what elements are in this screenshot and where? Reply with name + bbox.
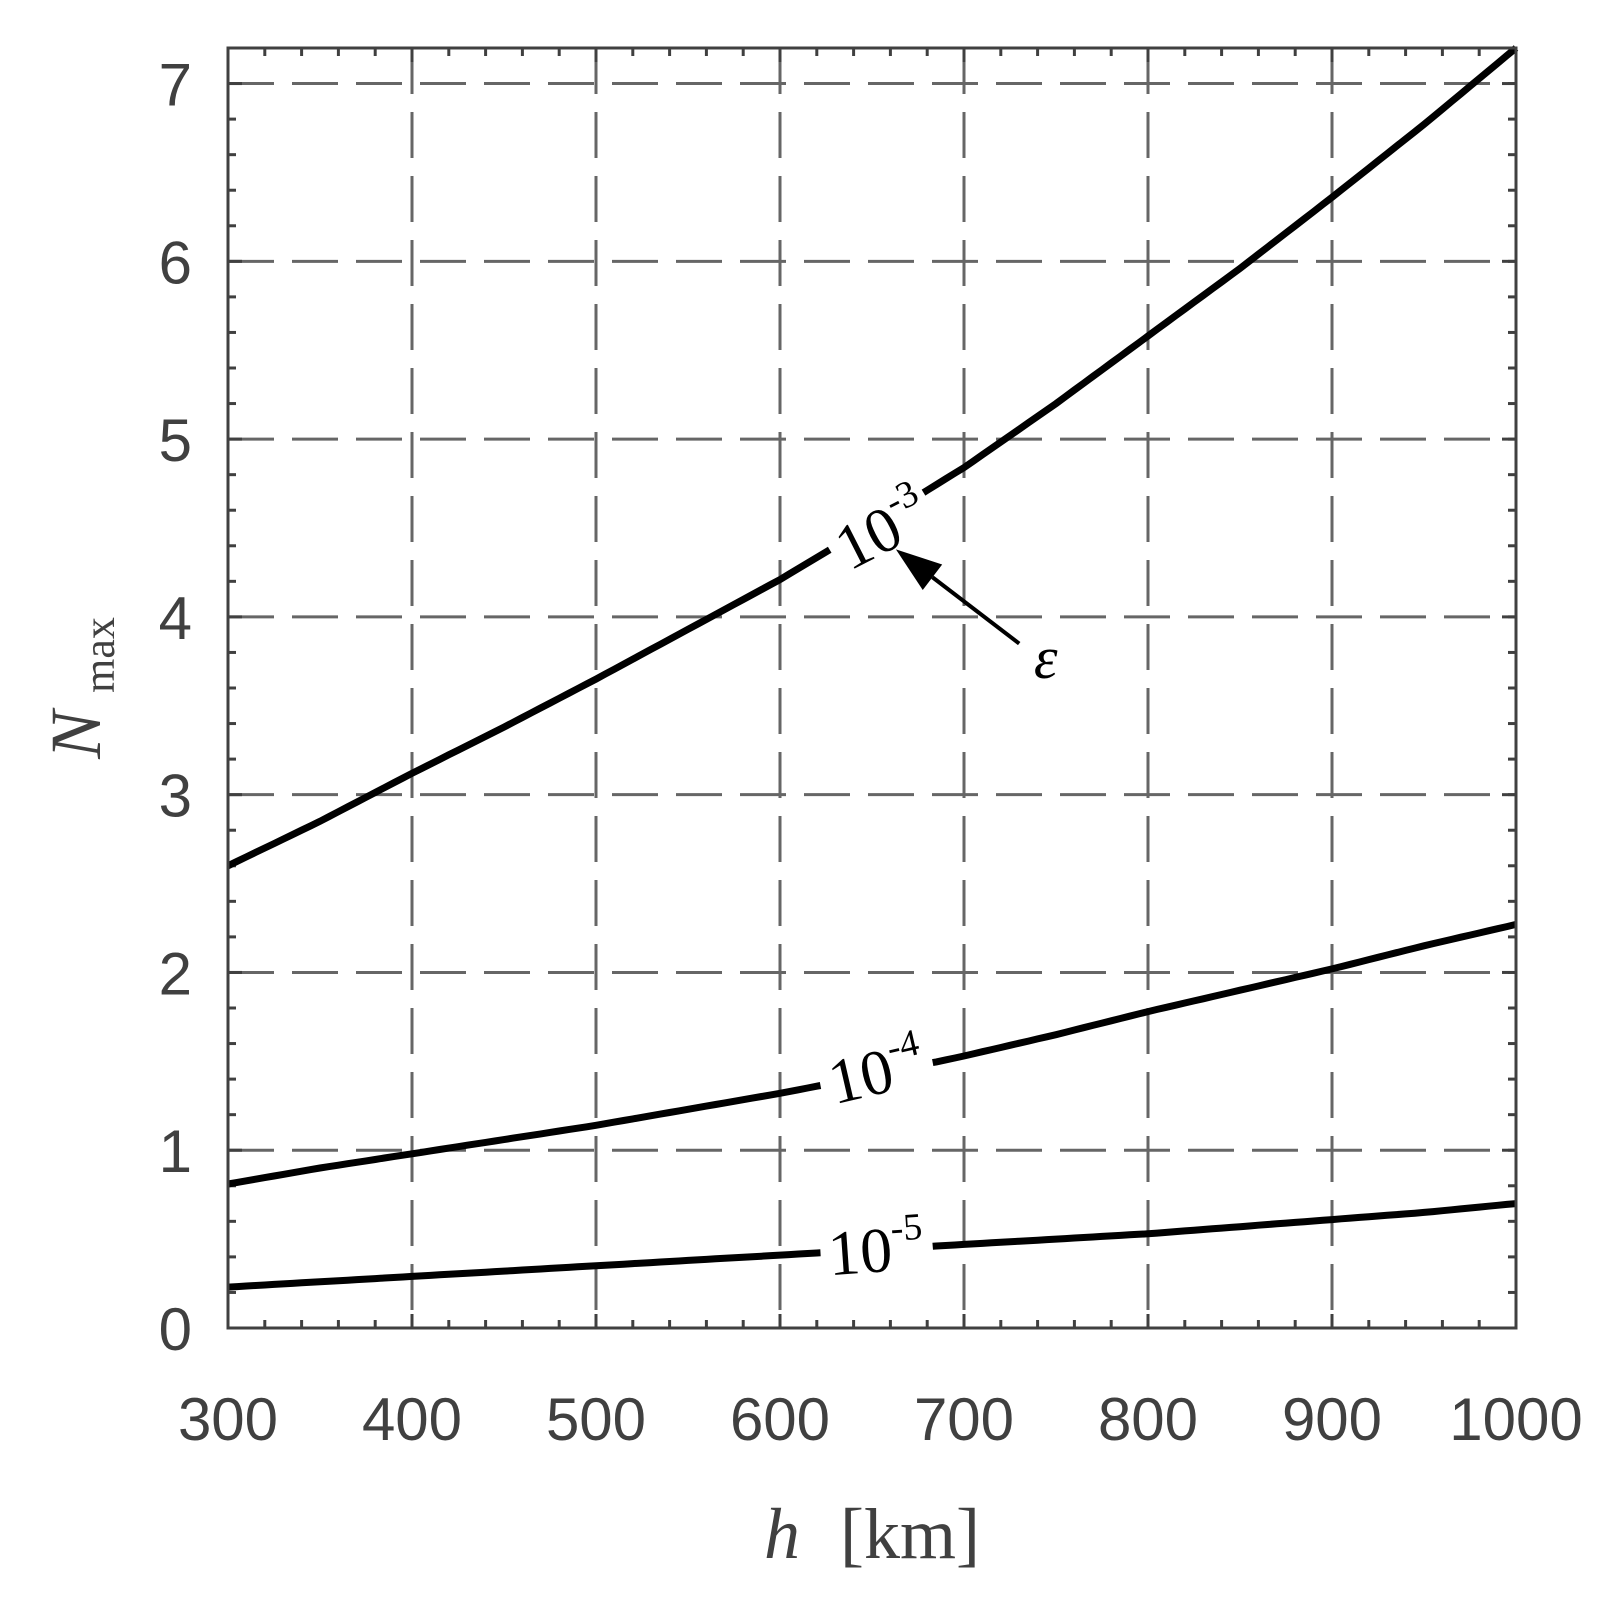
y-axis-var: N <box>36 707 116 760</box>
y-tick-label: 5 <box>159 407 192 474</box>
x-axis-unit: [km] <box>840 1494 980 1574</box>
series-line-1 <box>226 546 832 869</box>
x-tick-label: 800 <box>1098 1386 1198 1453</box>
annotation-epsilon: ε <box>1034 625 1058 691</box>
plot-frame <box>226 46 1518 1330</box>
y-tick-label: 2 <box>159 940 192 1007</box>
y-axis-label: N max <box>36 617 124 760</box>
y-axis-sub: max <box>75 617 124 693</box>
annotation-arrow-head <box>895 549 943 590</box>
series-group <box>226 45 1519 1291</box>
series-line-2 <box>932 920 1517 1067</box>
x-tick-label: 900 <box>1282 1386 1382 1453</box>
x-tick-labels: 300 400 500 600 700 800 900 1000 <box>178 1386 1583 1453</box>
x-tick-label: 500 <box>546 1386 646 1453</box>
curve-label-3: 10-5 <box>825 1206 926 1289</box>
y-tick-label: 6 <box>159 229 192 296</box>
x-tick-label: 600 <box>730 1386 830 1453</box>
y-tick-label: 3 <box>159 763 192 830</box>
y-tick-label: 1 <box>159 1118 192 1185</box>
annotations: ε <box>895 549 1058 691</box>
x-axis-label: h [km] <box>764 1494 980 1574</box>
y-tick-label: 4 <box>159 585 192 652</box>
x-tick-label: 300 <box>178 1386 278 1453</box>
curve-label-2: 10-4 <box>820 1021 931 1118</box>
x-tick-label: 1000 <box>1449 1386 1582 1453</box>
annotation-arrow-line <box>931 575 1021 646</box>
series-line-1 <box>921 45 1519 496</box>
x-tick-label: 700 <box>914 1386 1014 1453</box>
series-line-3 <box>227 1249 821 1291</box>
y-tick-labels: 0 1 2 3 4 5 6 7 <box>159 52 192 1363</box>
minor-ticks <box>226 46 1518 1330</box>
series-line-2 <box>227 1082 822 1188</box>
series-line-3 <box>932 1200 1517 1250</box>
y-tick-label: 7 <box>159 52 192 119</box>
y-tick-label: 0 <box>159 1296 192 1363</box>
grid-lines <box>226 48 1518 1330</box>
curve-labels: 10-310-410-5 <box>820 472 931 1290</box>
x-axis-var: h <box>764 1494 800 1574</box>
x-tick-label: 400 <box>362 1386 462 1453</box>
